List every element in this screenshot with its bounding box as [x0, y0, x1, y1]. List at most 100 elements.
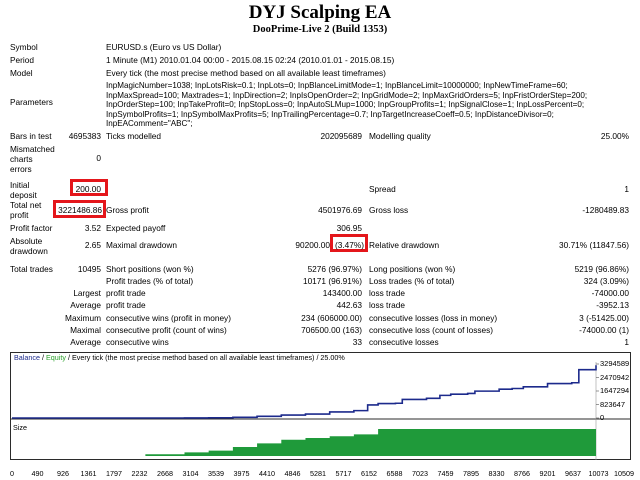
- x-tick-label: 7459: [437, 469, 454, 478]
- pf-label: Profit factor: [10, 223, 53, 233]
- initial-value: 200.00: [75, 184, 101, 194]
- lt-value: 324 (3.09%): [583, 276, 629, 286]
- reldd-value: 30.71% (11847.56): [559, 240, 629, 250]
- mcl-value: 3 (-51425.00): [579, 313, 629, 323]
- grossprofit-value: 4501976.69: [318, 205, 362, 215]
- period-label: Period: [10, 55, 34, 65]
- payoff-label: Expected payoff: [106, 223, 166, 233]
- absdd-value: 2.65: [84, 240, 101, 250]
- x-tick-label: 926: [57, 469, 69, 478]
- maxdd-percent: (3.47%): [334, 240, 364, 250]
- model-value: Every tick (the most precise method base…: [106, 68, 386, 78]
- mismatch-label-3: errors: [10, 164, 32, 174]
- parameter-line: InpEAComment="ABC";: [106, 119, 193, 129]
- llt-value: -74000.00: [591, 288, 629, 298]
- initial-label-2: deposit: [10, 190, 37, 200]
- x-tick-label: 5281: [310, 469, 326, 478]
- parameters-block: InpMagicNumber=1038; InpLotsRisk=0.1; In…: [106, 81, 636, 129]
- chart-header: Balance / Equity / Every tick (the most …: [14, 353, 345, 362]
- mcl-label: consecutive losses (loss in money): [369, 313, 498, 323]
- period-value: 1 Minute (M1) 2010.01.04 00:00 - 2015.08…: [106, 55, 395, 65]
- grossloss-label: Gross loss: [369, 205, 409, 215]
- mcll-label: consecutive loss (count of losses): [369, 325, 494, 335]
- y-tick-label: 3294589: [600, 359, 630, 368]
- symbol-value: EURUSD.s (Euro vs US Dollar): [106, 42, 222, 52]
- size-label: Size: [13, 423, 27, 432]
- quality-label: Modelling quality: [369, 131, 431, 141]
- x-tick-label: 2232: [131, 469, 148, 478]
- parameter-line: InpMagicNumber=1038; InpLotsRisk=0.1; In…: [106, 81, 568, 90]
- spread-label: Spread: [369, 184, 396, 194]
- x-tick-label: 1797: [106, 469, 122, 478]
- y-tick-label: 1647294: [600, 386, 630, 395]
- x-tick-label: 9637: [565, 469, 581, 478]
- x-tick-label: 8766: [514, 469, 530, 478]
- x-tick-label: 10509: [614, 469, 634, 478]
- chart-header-equity: Equity: [45, 353, 66, 362]
- payoff-value: 306.95: [336, 223, 362, 233]
- report-title: DYJ Scalping EA: [248, 2, 392, 23]
- short-value: 5276 (96.97%): [307, 264, 362, 274]
- x-tick-label: 4846: [284, 469, 301, 478]
- x-tick-label: 6588: [386, 469, 403, 478]
- x-tick-label: 2668: [157, 469, 173, 478]
- alt-label: loss trade: [369, 300, 405, 310]
- size-area: [145, 429, 596, 456]
- mcw-label: consecutive wins (profit in money): [106, 313, 231, 323]
- reldd-label: Relative drawdown: [369, 240, 440, 250]
- mismatch-value: 0: [96, 153, 101, 163]
- spread-value: 1: [624, 184, 629, 194]
- chart-header-balance: Balance: [14, 353, 40, 362]
- initial-label-1: Initial: [10, 180, 30, 190]
- lpt-value: 143400.00: [322, 288, 362, 298]
- x-tick-label: 7895: [463, 469, 479, 478]
- x-tick-label: 490: [31, 469, 44, 478]
- absdd-label-1: Absolute: [10, 236, 43, 246]
- balance-chart-frame: [10, 352, 631, 460]
- largest-label: Largest: [73, 288, 101, 298]
- x-tick-label: 7023: [412, 469, 428, 478]
- long-label: Long positions (won %): [369, 264, 456, 274]
- acw-value: 33: [352, 337, 362, 347]
- parameter-line: InpOrderStep=100; InpTakeProfit=0; InpSt…: [106, 100, 585, 110]
- quality-value: 25.00%: [600, 131, 629, 141]
- alt-value: -3952.13: [596, 300, 629, 310]
- initial-highlight-box: [70, 179, 108, 196]
- pt-value: 10171 (96.91%): [302, 276, 362, 286]
- apt-label: profit trade: [106, 300, 146, 310]
- parameter-line: InpMaxSpread=100; Maxtrades=1; InpDirect…: [106, 90, 588, 100]
- mcll-value: -74000.00 (1): [579, 325, 629, 335]
- mismatch-label-1: Mismatched: [10, 144, 55, 154]
- long-value: 5219 (96.86%): [574, 264, 629, 274]
- mcw-value: 234 (606000.00): [301, 313, 362, 323]
- grossloss-value: -1280489.83: [582, 205, 629, 215]
- ticks-label: Ticks modelled: [106, 131, 162, 141]
- pf-value: 3.52: [84, 223, 101, 233]
- parameters-label: Parameters: [10, 97, 53, 107]
- lt-label: Loss trades (% of total): [369, 276, 455, 286]
- x-tick-label: 10073: [588, 469, 609, 478]
- parameter-line: InpSymbolProfits=1; InpSymbolMaxProfits=…: [106, 109, 554, 119]
- netprofit-label-1: Total net: [10, 200, 42, 210]
- maximal-label: Maximal: [70, 325, 101, 335]
- y-tick-label: 823647: [600, 399, 626, 409]
- mcp-value: 706500.00 (163): [301, 325, 362, 335]
- netprofit-value: 3221486.86: [58, 205, 102, 215]
- y-tick-label: 0: [600, 413, 605, 422]
- ticks-value: 202095689: [320, 131, 362, 141]
- maxdd-highlight-box: [330, 234, 368, 252]
- short-label: Short positions (won %): [106, 264, 194, 274]
- x-tick-label: 4410: [259, 469, 275, 478]
- mismatch-label-2: charts: [10, 154, 33, 164]
- report-subtitle: DooPrime-Live 2 (Build 1353): [252, 24, 388, 35]
- maxdd-label: Maximal drawdown: [106, 240, 178, 250]
- llt-label: loss trade: [369, 288, 405, 298]
- average2-label: Average: [70, 337, 101, 347]
- model-label: Model: [10, 68, 33, 78]
- x-tick-label: 3975: [233, 469, 250, 478]
- absdd-label-2: drawdown: [10, 246, 48, 256]
- netprofit-label-2: profit: [10, 210, 29, 220]
- pt-label: Profit trades (% of total): [106, 276, 194, 286]
- acl-label: consecutive losses: [369, 337, 439, 347]
